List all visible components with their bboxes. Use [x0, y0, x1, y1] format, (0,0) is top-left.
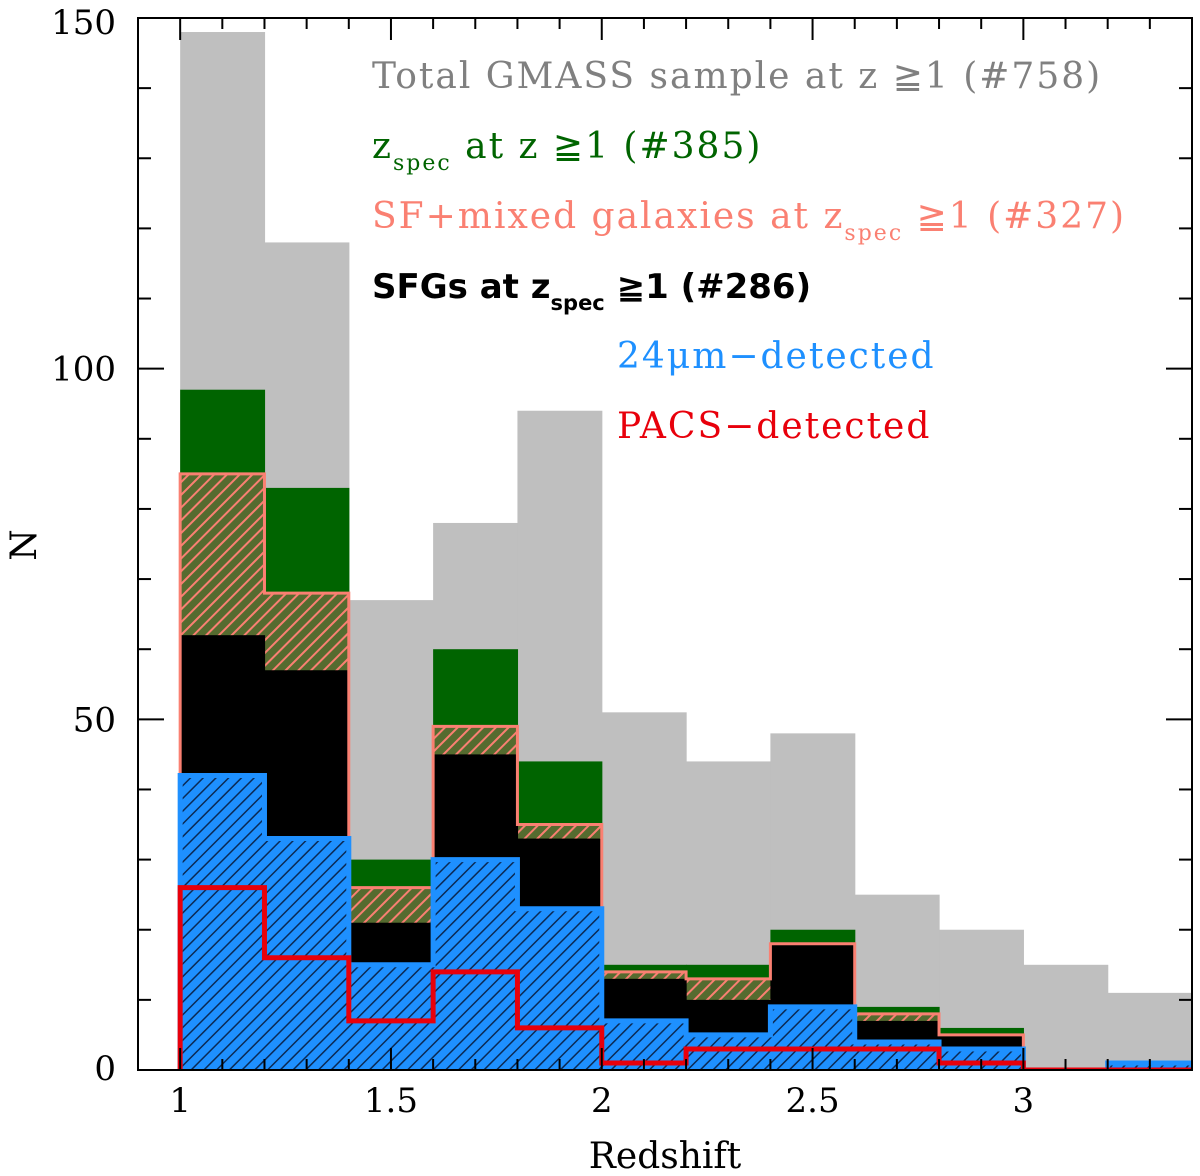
legend-sf-mixed: SF+mixed galaxies at zspec ≧1 (#327) — [372, 196, 1126, 246]
bar-total-11 — [1107, 992, 1192, 1070]
y-tick-label: 50 — [73, 700, 116, 740]
x-axis-title: Redshift — [589, 1136, 742, 1176]
x-tick-label: 3 — [1013, 1081, 1035, 1121]
bar-mips24-4 — [517, 908, 603, 1070]
legend-sfg: SFGs at zspec ≧1 (#286) — [372, 267, 811, 315]
y-tick-labels: 0 50 100 150 — [51, 3, 116, 1089]
bar-mips24-0 — [180, 775, 266, 1070]
legend-pacs: PACS−detected — [617, 406, 931, 447]
legend: Total GMASS sample at z ≧1 (#758) zspec … — [372, 56, 1126, 447]
legend-total: Total GMASS sample at z ≧1 (#758) — [372, 56, 1102, 97]
legend-zspec-rest: at z ≧1 (#385) — [452, 126, 763, 167]
y-tick-label: 150 — [51, 3, 116, 43]
bar-mips24-3 — [433, 859, 519, 1070]
legend-zspec-main: z — [372, 126, 393, 167]
x-tick-label: 2 — [591, 1081, 613, 1121]
bar-mips24-1 — [264, 838, 350, 1070]
y-tick-label: 100 — [51, 350, 116, 390]
x-tick-label: 2.5 — [786, 1081, 840, 1121]
legend-zspec: zspec at z ≧1 (#385) — [372, 126, 762, 176]
bar-total-10 — [1023, 964, 1109, 1070]
histogram-bars — [180, 32, 1192, 1070]
axis-ticks — [138, 17, 1193, 1071]
legend-sf-pre: SF+mixed galaxies at z — [372, 196, 844, 237]
x-tick-labels: 1 1.5 2 2.5 3 — [169, 1081, 1034, 1121]
legend-sfg-sub: spec — [551, 291, 605, 315]
plot-frame — [137, 17, 1193, 1071]
legend-24um: 24μm−detected — [617, 336, 936, 377]
x-tick-label: 1 — [169, 1081, 191, 1121]
legend-sf-rest: ≧1 (#327) — [903, 196, 1126, 237]
y-tick-label: 0 — [94, 1049, 116, 1089]
outline-sf_mixed — [178, 472, 1192, 1070]
legend-sf-sub: spec — [844, 221, 903, 246]
x-tick-label: 1.5 — [364, 1081, 418, 1121]
legend-sfg-pre: SFGs at z — [372, 267, 551, 307]
legend-zspec-sub: spec — [393, 151, 452, 176]
y-axis-title: N — [4, 529, 45, 561]
legend-sfg-rest: ≧1 (#286) — [605, 267, 811, 307]
